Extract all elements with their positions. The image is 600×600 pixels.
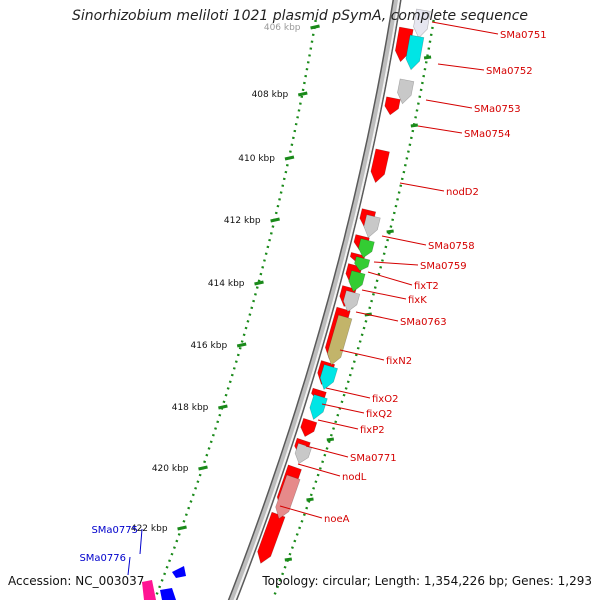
gene-block-blue (172, 566, 186, 578)
gene-label: fixO2 (372, 394, 398, 405)
gene-block-magenta (142, 580, 156, 600)
leader-line (431, 21, 499, 35)
leader-line (305, 445, 349, 458)
leader-line (339, 349, 385, 361)
leader-line (355, 311, 399, 322)
leader-line (297, 463, 341, 477)
tick-label: 406 kbp (264, 23, 301, 33)
gene-arrow-red (257, 511, 286, 564)
gene-arrow-red (300, 417, 318, 438)
tick-label: 408 kbp (252, 90, 289, 100)
gene-label: SMa0759 (420, 261, 467, 272)
leader-line (437, 63, 485, 71)
gene-label: nodL (342, 472, 367, 483)
leader-line (367, 271, 413, 286)
gene-label: SMa0751 (500, 30, 547, 41)
gene-block-gray (363, 214, 381, 239)
inner-dotted-line (272, 19, 435, 597)
tick-label: 420 kbp (152, 464, 189, 474)
outer-dotted-line (154, 19, 317, 597)
tick-layer: 406 kbp 408 kbp 410 kbp 412 kbp 414 kbp 416 k… (131, 23, 432, 562)
gene-block-green (348, 270, 366, 293)
gene-label: SMa0758 (428, 241, 475, 252)
gene-block-blue (160, 588, 176, 600)
leader-line (317, 419, 359, 430)
gene-label: fixT2 (414, 281, 439, 292)
gene-block-green (354, 256, 371, 272)
summary-text: Topology: circular; Length: 1,354,226 bp… (262, 574, 592, 588)
gene-label: fixQ2 (366, 409, 392, 420)
gene-label: SMa0776 (79, 553, 126, 564)
gene-block-gray (343, 290, 361, 313)
gene-arrow-red (384, 96, 401, 116)
map-title: Sinorhizobium meliloti 1021 plasmid pSym… (71, 8, 529, 24)
gene-label: noeA (324, 514, 350, 525)
tick-label: 418 kbp (172, 403, 209, 413)
gene-block-olive (327, 314, 353, 366)
gene-label: SMa0753 (474, 104, 521, 115)
tick-mark (270, 217, 280, 223)
tick-label: 416 kbp (190, 341, 227, 351)
gene-label: nodD2 (446, 187, 479, 198)
gene-label: fixK (408, 295, 427, 306)
gene-label: fixP2 (360, 425, 385, 436)
gene-label: fixN2 (386, 356, 412, 367)
gene-block-gray (413, 8, 431, 39)
tick-mark (297, 91, 308, 97)
inner-tick-mark (423, 55, 432, 60)
leader-line (381, 235, 427, 246)
tick-label: 410 kbp (238, 154, 275, 164)
tick-mark (284, 155, 295, 161)
leader-line (127, 556, 131, 576)
leader-line (373, 261, 419, 266)
label-layer: SMa0751 SMa0752 SMa0753 SMa0754 nodD2 SMa0758… (79, 21, 547, 576)
leader-line (279, 505, 323, 519)
accession-text: Accession: NC_003037 (8, 574, 145, 588)
tick-label: 412 kbp (224, 216, 261, 226)
leader-line (139, 528, 143, 555)
tick-mark (254, 280, 264, 286)
gene-label: SMa0754 (464, 129, 511, 140)
gene-block-cyan (309, 394, 328, 420)
leader-line (399, 182, 445, 192)
inner-tick-mark (284, 557, 293, 562)
inner-tick-mark (326, 437, 335, 442)
gene-label: SMa0763 (400, 317, 447, 328)
gene-block-gray (397, 78, 415, 105)
gene-label: SMa0775 (91, 525, 138, 536)
inner-tick-mark (306, 497, 314, 502)
tick-label: 414 kbp (208, 279, 245, 289)
tick-mark (236, 342, 247, 348)
gene-block-green (358, 238, 375, 259)
tick-mark (198, 465, 208, 471)
backbone-layer (154, 0, 435, 600)
gene-label: SMa0771 (350, 453, 397, 464)
leader-line (417, 125, 463, 134)
gene-block-cyan (319, 364, 338, 390)
leader-line (425, 99, 473, 109)
backbone-ring (229, 0, 401, 600)
gene-block-cyan (405, 34, 425, 71)
tick-mark (218, 404, 228, 410)
gene-arrow-red (370, 148, 390, 184)
tick-mark (177, 525, 187, 531)
leader-line (321, 403, 365, 414)
tick-mark (310, 24, 320, 30)
backbone-highlight (233, 0, 401, 600)
leader-line (325, 387, 371, 399)
inner-tick-mark (410, 123, 419, 128)
leader-line (361, 289, 407, 300)
feature-layer (142, 8, 431, 600)
gene-label: SMa0752 (486, 66, 533, 77)
gene-block-pink (275, 474, 301, 520)
inner-tick-mark (386, 229, 394, 234)
tick-label: 422 kbp (131, 524, 168, 534)
